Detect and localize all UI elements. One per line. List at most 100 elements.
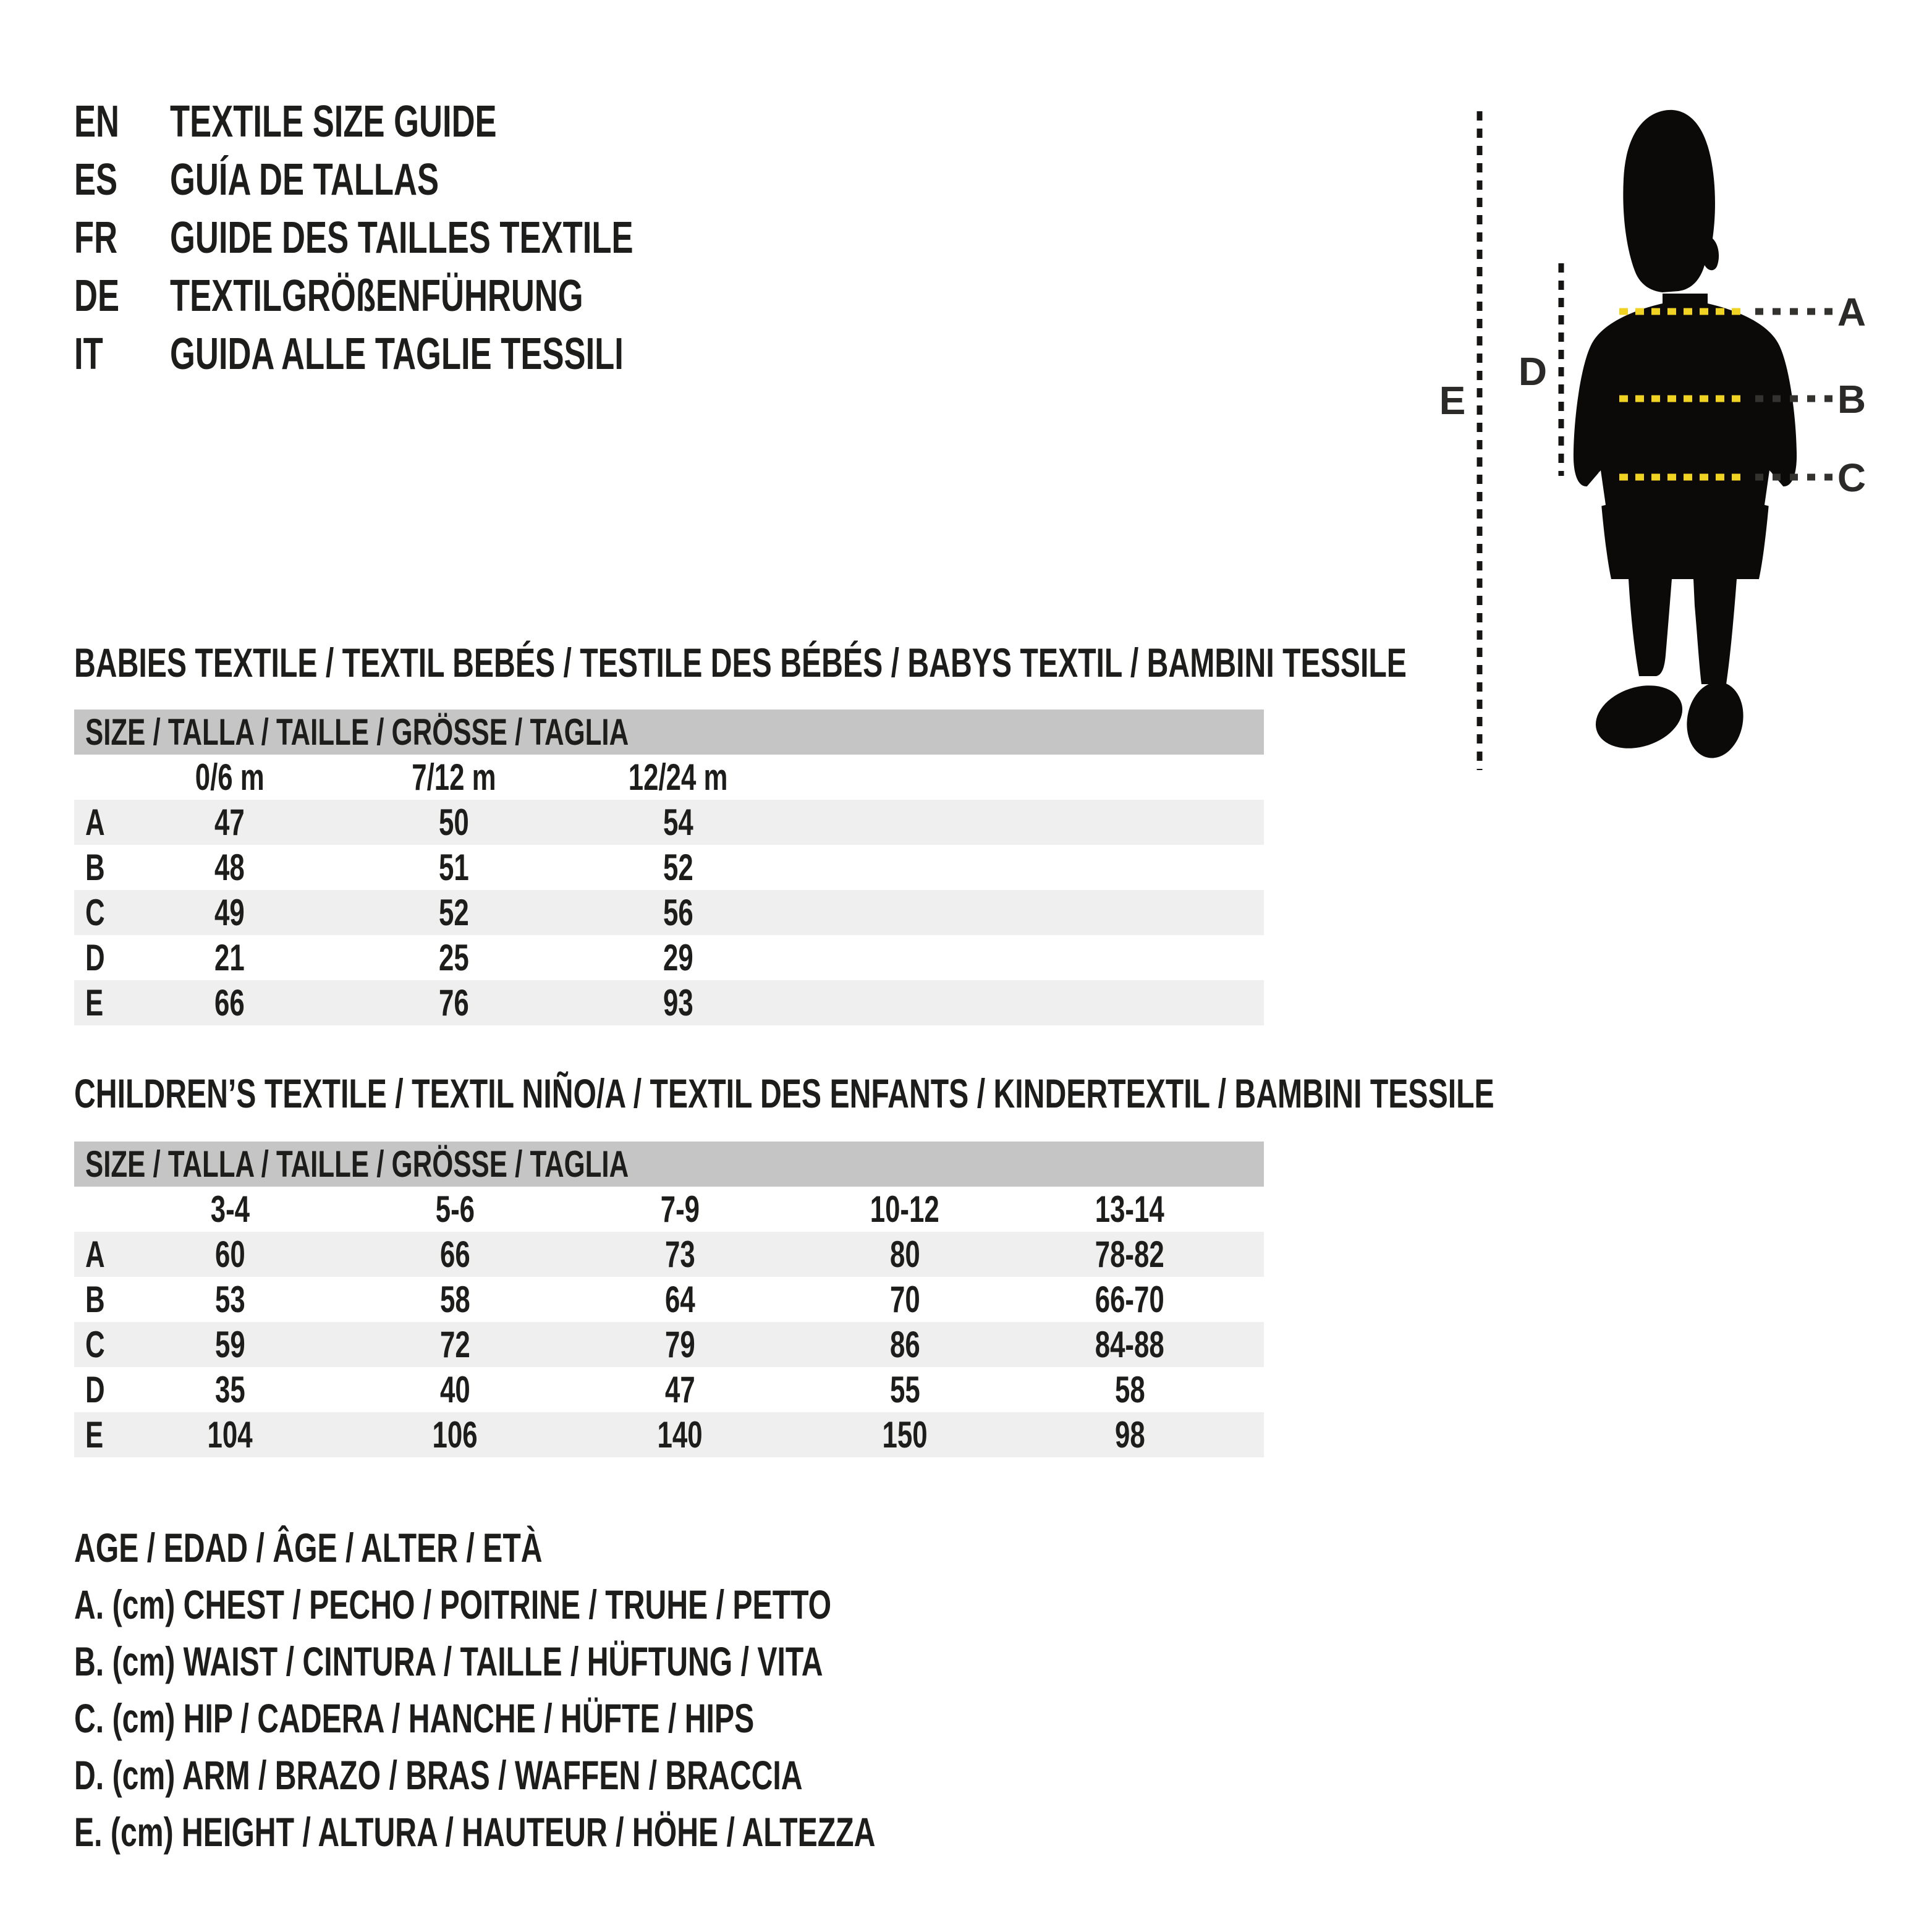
babies-section-title: BABIES TEXTILE / TEXTIL BEBÉS / TESTILE … — [74, 642, 1899, 683]
language-title: TEXTILGRÖßENFÜHRUNG — [170, 271, 583, 321]
cell-value: 70 — [889, 1279, 920, 1320]
cell-value: 53 — [214, 1279, 245, 1320]
cell-value: 40 — [439, 1369, 470, 1410]
measure-label-a: A — [1837, 290, 1866, 334]
cell-value: 29 — [663, 937, 693, 978]
cell-value: 51 — [439, 847, 469, 888]
cell-value: 104 — [207, 1414, 253, 1455]
cell-value: 47 — [664, 1369, 695, 1410]
table-row-d: D 21 25 29 — [74, 935, 1264, 980]
cell-value: 50 — [439, 802, 469, 843]
cell-value: 48 — [214, 847, 245, 888]
cell-value: 66 — [214, 982, 245, 1023]
child-figure-diagram: A B C D E — [1439, 109, 1866, 770]
cell-value: 79 — [664, 1324, 695, 1365]
measure-label-d: D — [1519, 349, 1547, 394]
row-label: C — [85, 892, 105, 933]
legend-line-2: B. (cm) WAIST / CINTURA / TAILLE / HÜFTU… — [74, 1638, 823, 1684]
children-table-body: A 60 66 73 80 78-82 B 53 58 64 70 66-70 C 59 72 79 86 84-… — [74, 1232, 1264, 1457]
row-label: B — [85, 1279, 105, 1320]
table-row-b: B 53 58 64 70 66-70 — [74, 1277, 1264, 1322]
babies-size-table: SIZE / TALLA / TAILLE / GRÖSSE / TAGLIA … — [74, 710, 1264, 1025]
table-row-a: A 60 66 73 80 78-82 — [74, 1232, 1264, 1277]
cell-value: 84-88 — [1095, 1324, 1165, 1365]
language-code: ES — [74, 155, 118, 205]
child-silhouette — [1573, 109, 1797, 758]
cell-value: 140 — [657, 1414, 703, 1455]
row-label: E — [85, 982, 104, 1023]
measure-label-c: C — [1837, 455, 1866, 500]
children-column-header-row: 3-4 5-6 7-9 10-12 13-14 — [74, 1187, 1264, 1232]
legend-line-1: A. (cm) CHEST / PECHO / POITRINE / TRUHE… — [74, 1582, 832, 1627]
legend-line-4: D. (cm) ARM / BRAZO / BRAS / WAFFEN / BR… — [74, 1752, 803, 1798]
column-header: 5-6 — [435, 1188, 475, 1230]
cell-value: 80 — [889, 1234, 920, 1275]
children-size-header-bar: SIZE / TALLA / TAILLE / GRÖSSE / TAGLIA — [74, 1142, 1264, 1187]
language-row-en: EN TEXTILE SIZE GUIDE — [74, 93, 805, 151]
babies-table-body: A 47 50 54 B 48 51 52 C 49 52 56 D 21 25 29 E 66 76 93 — [74, 800, 1264, 1025]
cell-value: 106 — [432, 1414, 478, 1455]
language-title: GUÍA DE TALLAS — [170, 155, 439, 205]
cell-value: 66 — [439, 1234, 470, 1275]
language-row-fr: FR GUIDE DES TAILLES TEXTILE — [74, 209, 805, 267]
table-row-a: A 47 50 54 — [74, 800, 1264, 845]
language-title: GUIDA ALLE TAGLIE TESSILI — [170, 329, 624, 379]
cell-value: 98 — [1114, 1414, 1145, 1455]
cell-value: 56 — [663, 892, 693, 933]
row-label: E — [85, 1414, 104, 1455]
babies-section-title-text: BABIES TEXTILE / TEXTIL BEBÉS / TESTILE … — [74, 640, 1407, 685]
table-row-c: C 49 52 56 — [74, 890, 1264, 935]
cell-value: 72 — [439, 1324, 470, 1365]
table-row-e: E 66 76 93 — [74, 980, 1264, 1025]
cell-value: 54 — [663, 802, 693, 843]
cell-value: 66-70 — [1095, 1279, 1165, 1320]
column-header: 3-4 — [210, 1188, 250, 1230]
language-title-list: EN TEXTILE SIZE GUIDE ES GUÍA DE TALLAS FR GU… — [74, 93, 805, 383]
row-label: D — [85, 937, 105, 978]
row-label: A — [85, 802, 105, 843]
table-row-e: E 104 106 140 150 98 — [74, 1412, 1264, 1457]
cell-value: 58 — [439, 1279, 470, 1320]
children-section-title-text: CHILDREN’S TEXTILE / TEXTIL NIÑO/A / TEX… — [74, 1070, 1494, 1116]
children-section-title: CHILDREN’S TEXTILE / TEXTIL NIÑO/A / TEX… — [74, 1073, 1932, 1114]
cell-value: 47 — [214, 802, 245, 843]
row-label: C — [85, 1324, 105, 1365]
cell-value: 52 — [663, 847, 693, 888]
measure-label-b: B — [1837, 377, 1866, 422]
cell-value: 58 — [1114, 1369, 1145, 1410]
row-label: D — [85, 1369, 105, 1410]
language-row-es: ES GUÍA DE TALLAS — [74, 151, 805, 209]
children-size-table: SIZE / TALLA / TAILLE / GRÖSSE / TAGLIA … — [74, 1142, 1264, 1457]
cell-value: 55 — [889, 1369, 920, 1410]
size-header-label: SIZE / TALLA / TAILLE / GRÖSSE / TAGLIA — [85, 1143, 629, 1185]
cell-value: 52 — [439, 892, 469, 933]
column-header: 0/6 m — [195, 756, 265, 798]
cell-value: 93 — [663, 982, 693, 1023]
language-code: EN — [74, 97, 120, 146]
cell-value: 73 — [664, 1234, 695, 1275]
cell-value: 25 — [439, 937, 469, 978]
column-header: 13-14 — [1095, 1188, 1165, 1230]
babies-column-header-row: 0/6 m 7/12 m 12/24 m — [74, 755, 1264, 800]
legend-line-0: AGE / EDAD / ÂGE / ALTER / ETÀ — [74, 1525, 543, 1570]
measurement-legend: AGE / EDAD / ÂGE / ALTER / ETÀ A. (cm) CH… — [74, 1519, 1172, 1860]
cell-value: 60 — [214, 1234, 245, 1275]
column-header: 7-9 — [660, 1188, 700, 1230]
language-row-de: DE TEXTILGRÖßENFÜHRUNG — [74, 267, 805, 325]
cell-value: 150 — [882, 1414, 928, 1455]
column-header: 7/12 m — [412, 756, 496, 798]
cell-value: 64 — [664, 1279, 695, 1320]
cell-value: 86 — [889, 1324, 920, 1365]
cell-value: 21 — [214, 937, 245, 978]
measure-label-e: E — [1439, 378, 1466, 423]
cell-value: 49 — [214, 892, 245, 933]
column-header: 10-12 — [870, 1188, 940, 1230]
table-row-d: D 35 40 47 55 58 — [74, 1367, 1264, 1412]
column-header: 12/24 m — [629, 756, 728, 798]
legend-line-5: E. (cm) HEIGHT / ALTURA / HAUTEUR / HÖHE… — [74, 1809, 876, 1855]
row-label: A — [85, 1234, 105, 1275]
table-row-c: C 59 72 79 86 84-88 — [74, 1322, 1264, 1367]
language-title: GUIDE DES TAILLES TEXTILE — [170, 213, 633, 263]
language-code: IT — [74, 329, 103, 379]
